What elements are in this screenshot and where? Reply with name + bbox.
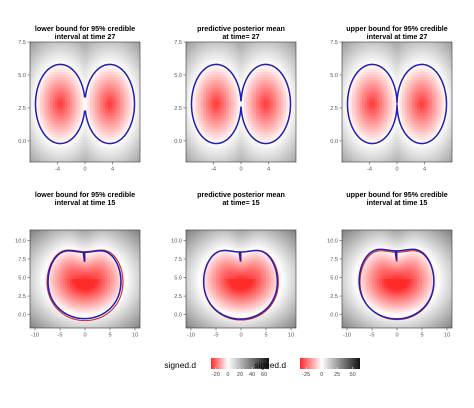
contour-blue	[358, 248, 435, 320]
y-tick-label: 2.5	[174, 106, 182, 112]
y-tick-label: 5.0	[330, 276, 338, 282]
y-tick-label: 2.5	[18, 294, 26, 300]
x-tick-label: -4	[367, 167, 372, 173]
y-tick-label: 2.5	[18, 106, 26, 112]
panel-title-line: interval at time 15	[367, 198, 428, 207]
heatmap-raster	[342, 42, 452, 162]
legend-area: signed.d -20 0 20 40 60 signed.d -25 0 25 50	[164, 358, 360, 378]
y-tick-label: 7.5	[174, 257, 182, 263]
legend-title: signed.d	[164, 360, 196, 370]
heatmap-raster	[342, 230, 452, 328]
y-tick-label: 7.5	[330, 257, 338, 263]
contour-red	[46, 249, 124, 322]
x-tick-label: -4	[211, 167, 216, 173]
heatmap-raster	[186, 42, 296, 162]
colorbar-tick-label: 50	[349, 372, 355, 378]
x-tick-label: 4	[111, 167, 114, 173]
contour-blue	[202, 249, 279, 320]
y-tick-label: 2.5	[330, 294, 338, 300]
x-tick-label: -10	[343, 333, 351, 339]
colorbar-tick-label: -25	[302, 372, 310, 378]
y-tick-label: 5.0	[174, 73, 182, 79]
panel-title-line: predictive posterior mean	[197, 24, 285, 33]
x-tick-label: -5	[58, 333, 63, 339]
panel-title-line: upper bound for 95% credible	[346, 24, 447, 33]
colorbar-tick-label: 40	[249, 372, 255, 378]
y-tick-label: 5.0	[18, 73, 26, 79]
y-tick-label: 2.5	[330, 106, 338, 112]
contour-blue	[346, 63, 448, 145]
y-tick-label: 7.5	[330, 40, 338, 46]
panel-title-line: at time= 15	[222, 198, 259, 207]
contour-blue	[34, 63, 136, 145]
y-tick-label: 7.5	[18, 257, 26, 263]
panel-title-line: predictive posterior mean	[197, 190, 285, 199]
colorbar-tick-label: 25	[334, 372, 340, 378]
x-tick-label: -10	[31, 333, 39, 339]
legend-title: signed.d	[254, 360, 286, 370]
y-tick-label: 5.0	[18, 276, 26, 282]
y-tick-label: 0.0	[330, 313, 338, 319]
y-tick-label: 0.0	[18, 313, 26, 319]
y-tick-label: 0.0	[174, 313, 182, 319]
colorbar-tick-label: -20	[212, 372, 220, 378]
panel-title-line: interval at time 15	[55, 198, 116, 207]
x-tick-label: 4	[267, 167, 270, 173]
colorbar-tick-label: 0	[320, 372, 323, 378]
y-tick-label: 0.0	[174, 139, 182, 145]
x-tick-label: 5	[108, 333, 111, 339]
panel-title-line: upper bound for 95% credible	[346, 190, 447, 199]
x-tick-label: 5	[264, 333, 267, 339]
y-tick-label: 7.5	[174, 40, 182, 46]
x-tick-label: 0	[395, 333, 398, 339]
x-tick-label: -5	[370, 333, 375, 339]
colorbar-tick-label: 60	[261, 372, 267, 378]
heatmap-raster	[30, 42, 140, 162]
y-tick-label: 10.0	[15, 238, 26, 244]
x-tick-label: 0	[395, 167, 398, 173]
legend-1: signed.d -20 0 20 40 60	[164, 358, 269, 378]
panel-title-line: at time= 27	[222, 32, 259, 41]
x-tick-label: 10	[132, 333, 138, 339]
legend-2: signed.d -25 0 25 50	[254, 358, 360, 378]
x-tick-label: 0	[239, 167, 242, 173]
x-tick-label: -4	[55, 167, 60, 173]
x-tick-label: 10	[444, 333, 450, 339]
heatmap-raster	[186, 230, 296, 328]
panel-title-line: interval at time 27	[55, 32, 116, 41]
y-tick-label: 7.5	[18, 40, 26, 46]
y-tick-label: 0.0	[330, 139, 338, 145]
contour-blue	[190, 63, 292, 145]
panel-title-line: lower bound for 95% credible	[35, 190, 135, 199]
panel-title-line: lower bound for 95% credible	[35, 24, 135, 33]
x-tick-label: 0	[239, 333, 242, 339]
y-tick-label: 0.0	[18, 139, 26, 145]
x-tick-label: 0	[83, 333, 86, 339]
y-tick-label: 2.5	[174, 294, 182, 300]
contour-blue	[47, 250, 122, 320]
y-tick-label: 10.0	[171, 238, 182, 244]
x-tick-label: 0	[83, 167, 86, 173]
y-tick-label: 10.0	[327, 238, 338, 244]
panel-title-line: interval at time 27	[367, 32, 428, 41]
colorbar	[211, 358, 269, 369]
heatmap-raster	[30, 230, 140, 328]
colorbar-tick-label: 0	[226, 372, 229, 378]
colorbar	[300, 358, 360, 369]
y-tick-label: 5.0	[174, 276, 182, 282]
x-tick-label: -5	[214, 333, 219, 339]
x-tick-label: -10	[187, 333, 195, 339]
x-tick-label: 10	[288, 333, 294, 339]
y-tick-label: 5.0	[330, 73, 338, 79]
x-tick-label: 5	[420, 333, 423, 339]
colorbar-tick-label: 20	[237, 372, 243, 378]
x-tick-label: 4	[423, 167, 426, 173]
